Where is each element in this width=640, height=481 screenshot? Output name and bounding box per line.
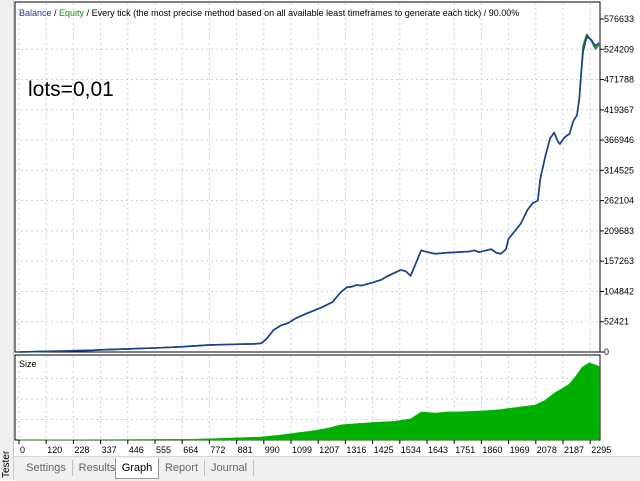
x-tick-label: 1534 [401, 445, 421, 455]
x-tick-label: 2078 [537, 445, 557, 455]
tab-report[interactable]: Report [159, 460, 205, 476]
tester-tab-bar: Settings Results Graph Report Journal [14, 456, 640, 481]
y-tick-label: 0 [604, 347, 609, 357]
x-tick-label: 772 [210, 445, 225, 455]
legend-separator: / [52, 8, 60, 18]
size-series-layer [18, 362, 600, 441]
tester-label: Tester [1, 450, 12, 478]
y-axis-ticks: 576633 524209 471788 419367 366946 314525 2621… [600, 14, 634, 357]
x-tick-label: 1099 [292, 445, 312, 455]
graph-panel[interactable]: 576633 524209 471788 419367 366946 314525 2621… [14, 0, 640, 456]
y-tick-label: 262104 [604, 196, 634, 206]
y-tick-label: 471788 [604, 75, 634, 85]
tab-journal[interactable]: Journal [205, 460, 254, 476]
y-tick-label: 419367 [604, 105, 634, 115]
tab-settings[interactable]: Settings [20, 460, 73, 476]
y-tick-label: 104842 [604, 286, 634, 296]
x-tick-label: 555 [156, 445, 171, 455]
x-axis-ticks: 0 120 228 337 446 555 664 772 881 990 1099 1207 1316… [18, 440, 611, 455]
y-tick-label: 576633 [604, 14, 634, 24]
y-tick-label: 157263 [604, 256, 634, 266]
tester-side-strip: Tester [0, 0, 14, 480]
y-tick-label: 52421 [604, 317, 629, 327]
legend-balance: Balance [19, 8, 52, 18]
y-tick-label: 314525 [604, 165, 634, 175]
x-tick-label: 1425 [374, 445, 394, 455]
main-chart-frame [14, 1, 601, 353]
x-tick-label: 120 [47, 445, 62, 455]
x-tick-label: 1316 [346, 445, 366, 455]
series-balance-line [18, 35, 600, 353]
x-tick-label: 1860 [482, 445, 502, 455]
x-tick-label: 1643 [428, 445, 448, 455]
y-tick-label: 524209 [604, 44, 634, 54]
x-tick-label: 2187 [564, 445, 584, 455]
y-tick-label: 366946 [604, 135, 634, 145]
test-description: / Every tick (the most precise method ba… [84, 8, 519, 18]
y-tick-label: 209683 [604, 226, 634, 236]
lots-annotation: lots=0,01 [28, 78, 114, 101]
chart-svg: 576633 524209 471788 419367 366946 314525 2621… [14, 1, 634, 455]
legend-equity: Equity [59, 8, 85, 18]
x-tick-label: 0 [20, 445, 25, 455]
chart-header: Balance / Equity / Every tick (the most … [19, 8, 519, 18]
series-size-area [18, 362, 600, 441]
x-tick-label: 664 [183, 445, 198, 455]
x-tick-label: 990 [265, 445, 280, 455]
x-tick-label: 1207 [319, 445, 339, 455]
x-tick-label: 1969 [510, 445, 530, 455]
x-tick-label: 2295 [591, 445, 611, 455]
x-tick-label: 337 [102, 445, 117, 455]
main-series-layer [18, 33, 600, 353]
x-tick-label: 881 [238, 445, 253, 455]
x-tick-label: 228 [74, 445, 89, 455]
x-tick-label: 1751 [455, 445, 475, 455]
main-grid [16, 3, 599, 351]
tab-graph[interactable]: Graph [115, 458, 159, 479]
x-tick-label: 446 [129, 445, 144, 455]
size-label: Size [19, 359, 37, 369]
